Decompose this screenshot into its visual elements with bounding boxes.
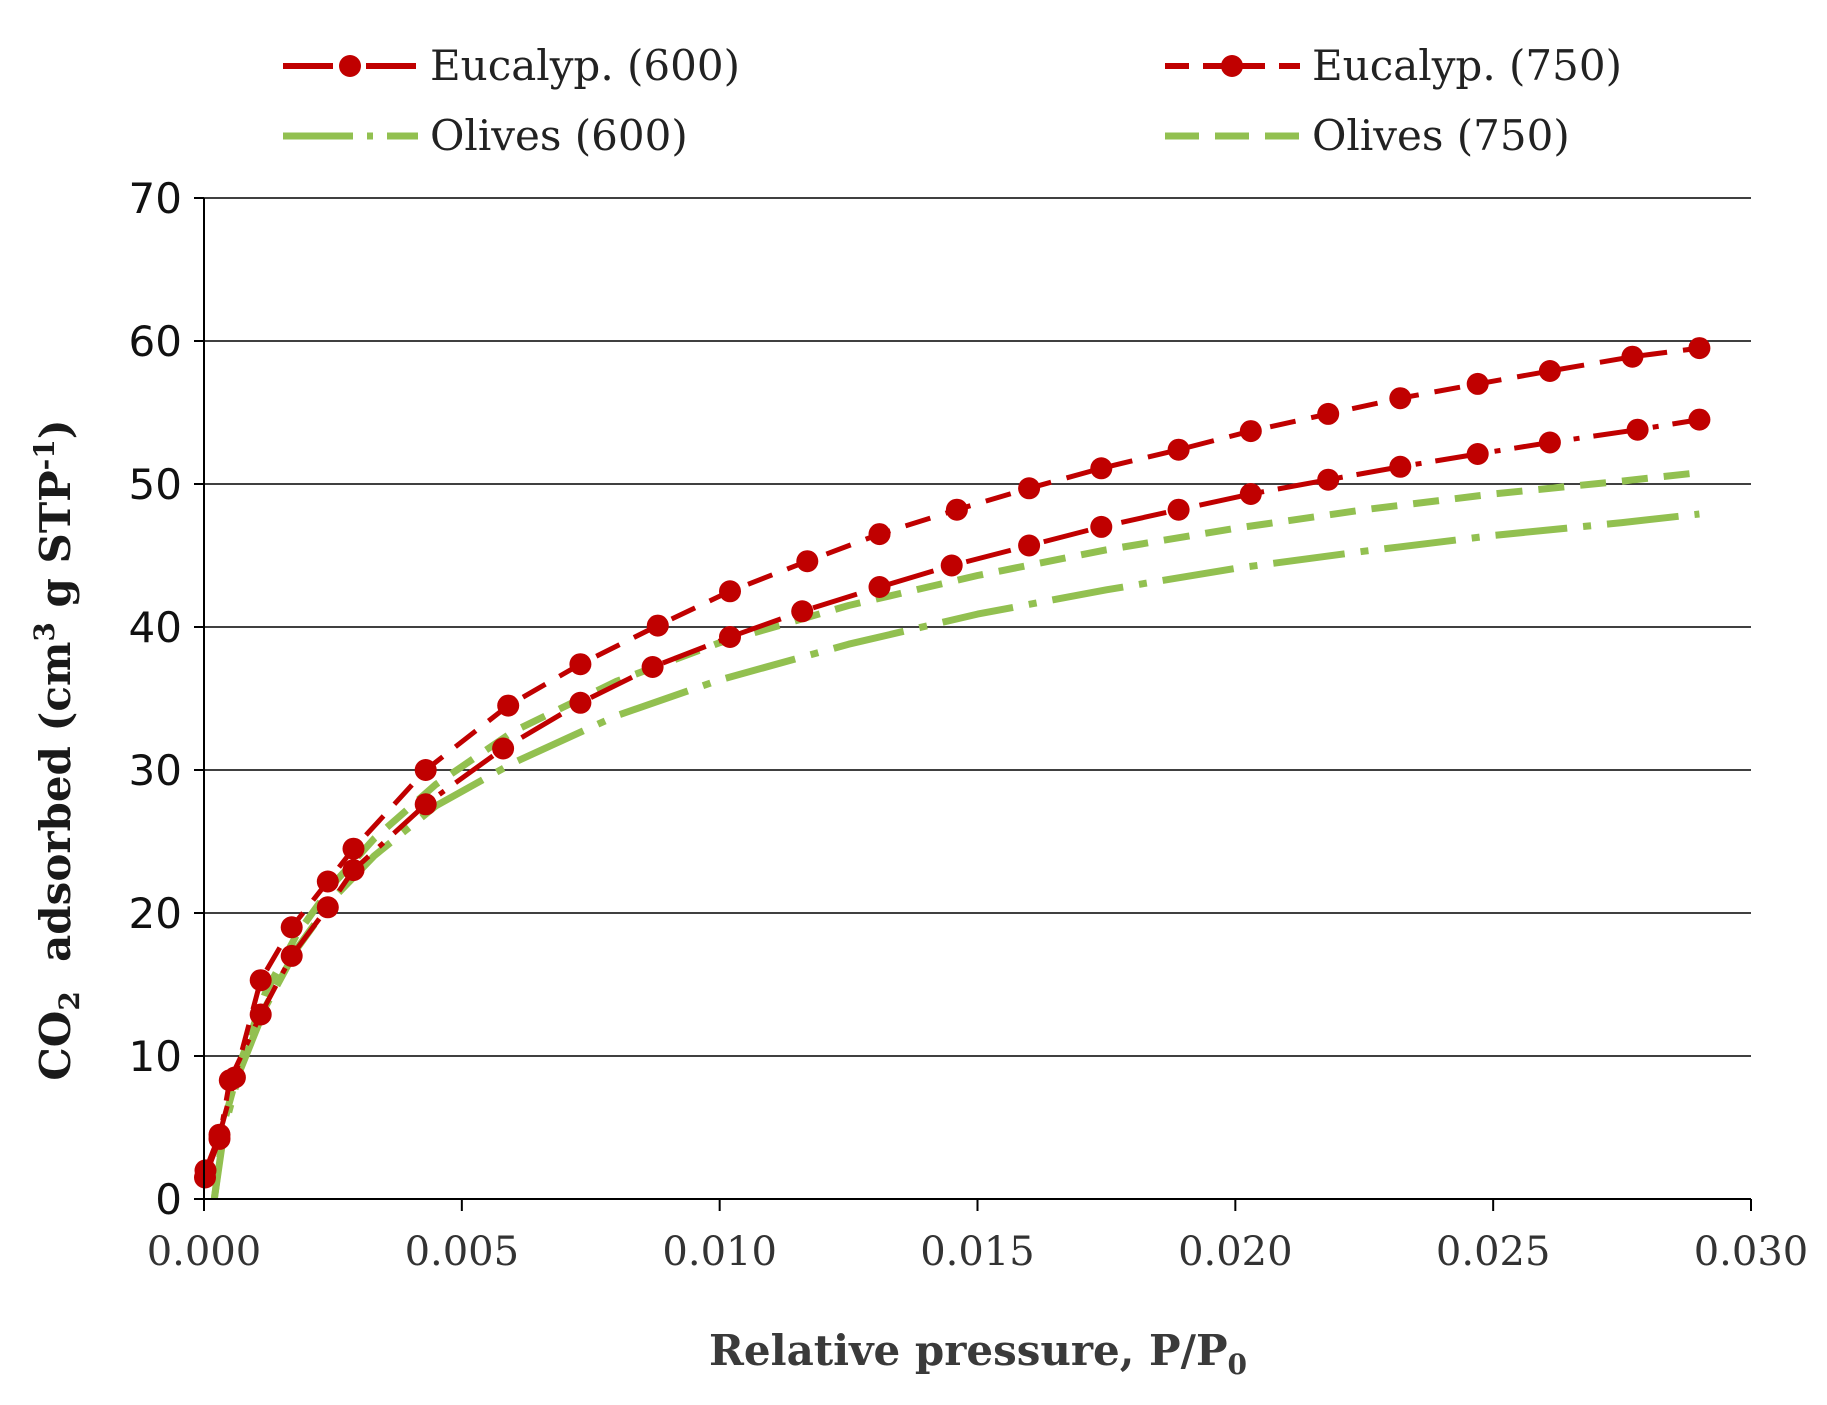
data-point-eucalyp-600 (1538, 431, 1561, 454)
series-layer (194, 337, 1711, 1200)
data-point-eucalyp-600 (868, 576, 891, 598)
legend: Eucalyp. (600) Eucalyp. (750) Olives (60… (283, 41, 1622, 160)
data-point-eucalyp-750 (280, 916, 303, 939)
x-tick-label: 0.015 (920, 1229, 1035, 1275)
x-tick-label: 0.030 (1694, 1229, 1809, 1275)
legend-item-eucalyp-600: Eucalyp. (600) (283, 41, 740, 90)
legend-item-olives-750: Olives (750) (1165, 111, 1570, 160)
data-point-eucalyp-600 (569, 691, 592, 714)
data-point-eucalyp-600 (1317, 468, 1340, 491)
data-point-eucalyp-600 (492, 737, 515, 760)
series-line-eucalyp-750 (203, 345, 1700, 1172)
y-tick-label: 20 (129, 889, 182, 938)
data-point-eucalyp-600 (641, 656, 664, 678)
y-tick-label: 70 (129, 174, 182, 223)
data-point-eucalyp-600 (316, 896, 339, 919)
data-point-eucalyp-600 (1688, 408, 1711, 431)
data-point-eucalyp-600 (280, 944, 303, 967)
series-eucalyp-750 (194, 337, 1711, 1182)
series-eucalyp-600 (194, 408, 1711, 1189)
y-tick-label: 60 (129, 317, 182, 366)
data-point-eucalyp-600 (1167, 498, 1190, 521)
x-tick-label: 0.025 (1436, 1229, 1551, 1275)
data-point-eucalyp-750 (1466, 372, 1489, 395)
y-tick-label: 30 (129, 746, 182, 795)
data-point-eucalyp-750 (945, 498, 968, 521)
legend-item-eucalyp-750: Eucalyp. (750) (1165, 41, 1622, 90)
data-point-eucalyp-600 (1626, 418, 1649, 441)
y-tick-label: 40 (129, 603, 182, 652)
data-point-eucalyp-750 (719, 580, 741, 603)
data-point-eucalyp-600 (1239, 483, 1262, 505)
series-line-olives-600 (210, 510, 1700, 1200)
legend-label-olives-600: Olives (600) (430, 111, 688, 160)
data-point-eucalyp-750 (1167, 438, 1190, 461)
x-axis-title: Relative pressure, P/P0 (709, 1326, 1247, 1381)
data-point-eucalyp-600 (1018, 534, 1041, 557)
legend-marker-eucalyp-600 (339, 55, 361, 77)
y-tick-label: 10 (129, 1032, 182, 1081)
data-point-eucalyp-600 (1466, 443, 1489, 465)
x-tick-label: 0.020 (1178, 1229, 1293, 1275)
data-point-eucalyp-600 (1090, 515, 1113, 538)
data-point-eucalyp-750 (1239, 420, 1262, 443)
legend-label-olives-750: Olives (750) (1312, 111, 1570, 160)
data-point-eucalyp-750 (1018, 477, 1041, 500)
data-point-eucalyp-750 (646, 614, 669, 637)
legend-item-olives-600: Olives (600) (283, 111, 688, 160)
series-line-olives-750 (210, 469, 1700, 1200)
x-tick-label: 0.000 (147, 1229, 262, 1275)
data-point-eucalyp-750 (1688, 337, 1711, 360)
data-point-eucalyp-600 (940, 554, 963, 577)
x-tick-label: 0.005 (405, 1229, 520, 1275)
series-olives-600 (210, 510, 1700, 1200)
data-point-eucalyp-750 (1317, 402, 1340, 425)
data-point-eucalyp-750 (796, 550, 819, 573)
data-point-eucalyp-750 (1389, 387, 1412, 410)
axis-layer (203, 198, 1751, 1200)
legend-label-eucalyp-600: Eucalyp. (600) (430, 41, 740, 90)
data-point-eucalyp-750 (249, 969, 272, 992)
data-point-eucalyp-600 (719, 626, 741, 648)
data-point-eucalyp-750 (1538, 360, 1561, 382)
legend-label-eucalyp-750: Eucalyp. (750) (1312, 41, 1622, 90)
data-point-eucalyp-750 (414, 759, 437, 781)
data-point-eucalyp-750 (316, 870, 339, 893)
data-point-eucalyp-750 (868, 523, 891, 546)
data-point-eucalyp-750 (194, 1159, 217, 1182)
ticks-layer: 0 10 20 30 40 50 60 70 0.000 0.005 0.010 0.015 0.020… (129, 174, 1809, 1275)
legend-marker-eucalyp-750 (1221, 55, 1243, 77)
data-point-eucalyp-750 (1090, 457, 1113, 480)
data-point-eucalyp-600 (414, 793, 437, 816)
data-point-eucalyp-750 (497, 694, 520, 717)
y-tick-label: 0 (155, 1175, 182, 1224)
series-olives-750 (210, 469, 1700, 1200)
data-point-eucalyp-750 (208, 1123, 231, 1146)
grid-layer (204, 197, 1751, 1057)
data-point-eucalyp-600 (342, 859, 365, 882)
y-axis-title: CO2 adsorbed (cm3 g STP-1) (28, 419, 86, 1080)
x-tick-label: 0.010 (662, 1229, 777, 1275)
data-point-eucalyp-750 (1621, 345, 1644, 368)
data-point-eucalyp-750 (342, 837, 365, 860)
y-tick-label: 50 (129, 460, 182, 509)
data-point-eucalyp-750 (223, 1066, 246, 1089)
data-point-eucalyp-750 (569, 653, 592, 676)
data-point-eucalyp-600 (791, 600, 814, 623)
data-point-eucalyp-600 (1389, 455, 1412, 478)
